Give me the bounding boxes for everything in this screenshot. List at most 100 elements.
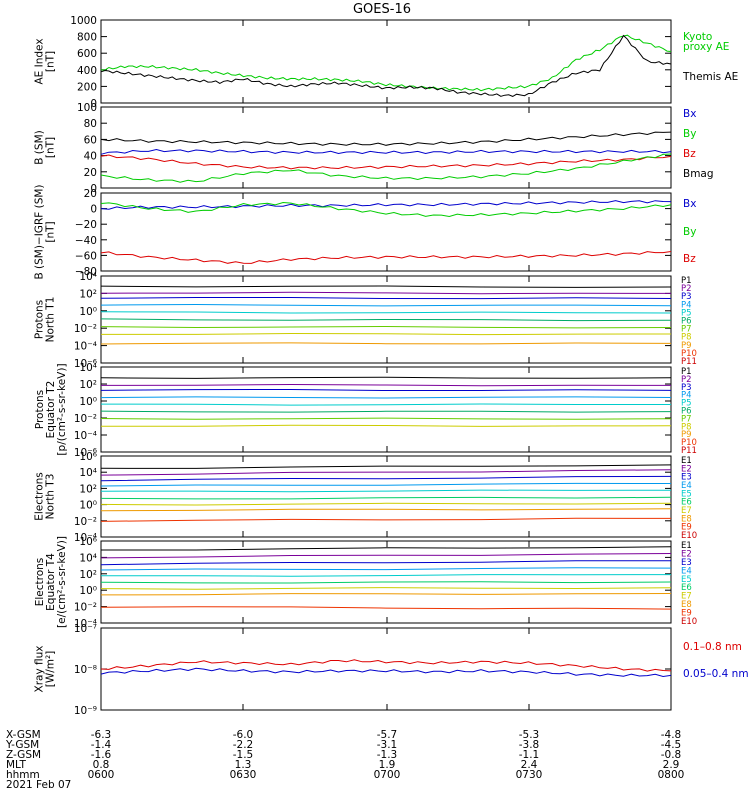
y-tick-label: −60	[75, 250, 97, 262]
legend-label: P5	[681, 308, 692, 318]
series-line-kyoto-proxy-ae	[100, 34, 672, 92]
series-line-p5	[100, 403, 671, 406]
series-line-0-05-0-4-nm	[100, 667, 672, 678]
legend-label: E8	[681, 600, 692, 610]
series-line-p6	[100, 410, 672, 413]
legend-label: P3	[681, 292, 692, 302]
y-tick-label: 80	[84, 118, 97, 130]
orbit-value: -1.4	[91, 739, 112, 751]
legend-label: P8	[681, 333, 692, 343]
orbit-value: 1.3	[235, 759, 252, 771]
series-line-p3	[100, 297, 672, 300]
series-line-p7	[100, 325, 672, 329]
y-tick-label: 10⁻²	[74, 602, 97, 614]
panel-7: 10⁶ 10⁴ 10² 10⁰ 10⁻² 10⁻⁴ Electrons Equator T4[…	[34, 536, 697, 630]
legend-label: P9	[681, 430, 692, 440]
y-tick-label: 10⁰	[79, 306, 97, 318]
traces-panel-5	[100, 376, 672, 427]
orbit-value: 0700	[374, 769, 401, 781]
y-tick-label: 10⁴	[79, 552, 97, 564]
legend-label: E10	[681, 617, 697, 627]
series-line-e9	[100, 606, 672, 610]
y-axis-label: AE Index	[34, 38, 46, 84]
legend-label: 0.05–0.4 nm	[683, 668, 749, 680]
y-axis-label: Electrons	[34, 472, 46, 521]
legend-label: P6	[681, 407, 692, 417]
orbit-value: -5.7	[377, 729, 398, 741]
legend-label: E4	[681, 566, 692, 576]
y-tick-label: 20	[84, 188, 97, 200]
series-line-bz	[100, 251, 672, 264]
orbit-value: 1.9	[379, 759, 396, 771]
panel-frame	[100, 627, 672, 711]
series-line-p7	[100, 417, 672, 420]
y-tick-label: 10⁻⁴	[74, 532, 97, 544]
y-axis-label: B (SM)	[34, 130, 46, 164]
series-line-e5	[100, 489, 672, 493]
series-line-p4	[100, 303, 672, 307]
y-tick-label: 10⁻⁶	[74, 447, 97, 459]
panel-2: 100 80 60 40 20 0 B (SM) [nT] Bx By Bz Bmag	[34, 102, 714, 195]
y-tick-label: 10²	[79, 288, 97, 300]
panel-5: 10⁴ 10² 10⁰ 10⁻² 10⁻⁴ 10⁻⁶ Protons Equator T2 [p…	[34, 362, 697, 459]
y-tick-label: 10⁻²	[74, 323, 97, 335]
legend-label: E3	[681, 558, 692, 568]
legend-label: E9	[681, 523, 692, 533]
legend-label: 0.1–0.8 nm	[683, 641, 742, 653]
panel-frame	[100, 275, 672, 364]
legend-label: P9	[681, 341, 692, 351]
orbit-value: -6.3	[91, 729, 112, 741]
y-tick-label: 800	[77, 32, 97, 44]
legend-label: E6	[681, 498, 692, 508]
panel-frame	[100, 192, 672, 272]
legend-label: E4	[681, 481, 692, 491]
traces-panel-4	[100, 285, 672, 345]
orbit-value: -4.5	[661, 739, 682, 751]
figure-title: GOES-16	[353, 2, 411, 17]
series-line-by	[100, 201, 672, 218]
legend-label: Bz	[683, 253, 696, 265]
y-tick-label: 10⁻²	[74, 413, 97, 425]
legend-label: P2	[681, 375, 692, 385]
y-tick-label: 10⁶	[79, 536, 97, 548]
series-line-p1	[100, 376, 672, 379]
series-line-p9	[100, 342, 672, 345]
y-tick-label: 60	[84, 134, 97, 146]
y-tick-label: 10⁻⁴	[74, 430, 97, 442]
legend-label: Bmag	[683, 168, 714, 180]
traces-panel-6	[100, 464, 672, 522]
y-tick-label: 10⁴	[79, 467, 97, 479]
series-line-p6	[100, 318, 672, 322]
panel-4: 10⁴ 10² 10⁰ 10⁻² 10⁻⁴ 10⁻⁶ Protons North T1 P1P2…	[34, 271, 697, 370]
y-tick-label: 600	[77, 48, 97, 60]
series-line-bx	[100, 200, 672, 210]
orbit-row-label: X-GSM	[6, 729, 41, 741]
y-axis-label: Protons	[34, 390, 46, 429]
y-tick-label: 10²	[79, 483, 97, 495]
y-tick-label: 10⁴	[79, 271, 97, 283]
y-tick-label: 0	[90, 98, 97, 110]
series-line-e8	[100, 593, 672, 596]
orbit-value: 0730	[516, 769, 543, 781]
orbit-value: -1.1	[519, 749, 540, 761]
y-tick-label: 10⁴	[79, 362, 97, 374]
series-line-p4	[100, 396, 672, 399]
panel-3: 200−20−40−60−80B (SM)−IGRF (SM) [nT]BxByB…	[34, 184, 697, 279]
legend-label: By	[683, 128, 696, 140]
panel-frame	[100, 366, 672, 453]
y-axis-label: B (SM)−IGRF (SM)	[34, 184, 46, 279]
series-line-e2	[100, 553, 672, 559]
legend-label: P7	[681, 325, 692, 335]
traces-panel-3	[100, 200, 672, 264]
legend-label: P6	[681, 317, 692, 327]
orbit-value: 0.8	[93, 759, 110, 771]
series-line-p8	[101, 424, 672, 427]
series-line-e7	[100, 587, 672, 590]
series-line-p8	[101, 332, 672, 336]
y-tick-label: 10⁻⁴	[74, 341, 97, 353]
panel-frame	[100, 455, 672, 538]
orbit-value: -2.2	[233, 739, 254, 751]
legend-label: E7	[681, 592, 692, 602]
